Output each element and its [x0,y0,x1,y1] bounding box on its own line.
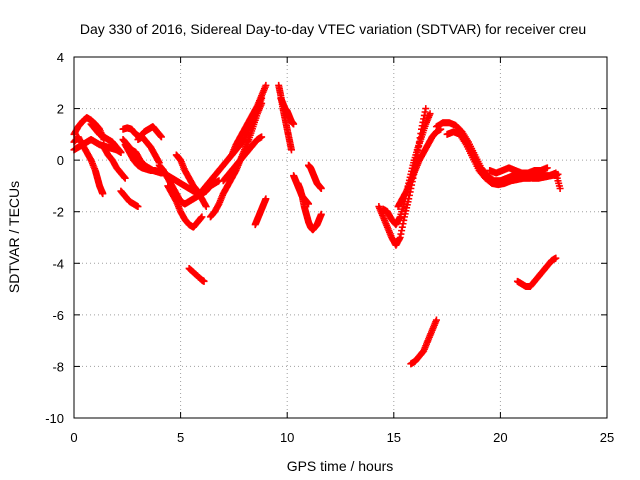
grid [74,57,607,418]
data-point [262,81,270,89]
x-tick-label: 5 [177,430,184,445]
data-point [432,316,440,324]
data-point [157,133,165,141]
data-point [134,203,142,211]
data-point [202,203,210,211]
x-axis-label: GPS time / hours [287,458,394,474]
data-point [99,190,107,198]
data-point [200,277,208,285]
data-point [290,120,298,128]
x-tick-label: 0 [70,430,77,445]
data-point [552,254,560,262]
data-point [556,185,564,193]
axis-ticks: 0 5 10 15 20 25 -10 -8 -6 -4 -2 0 2 4 [45,50,614,445]
plot-frame [73,56,608,419]
y-tick-label: 2 [57,102,64,117]
x-tick-label: 15 [387,430,401,445]
y-tick-label: -8 [52,359,64,374]
x-tick-label: 20 [493,430,507,445]
y-axis-label: SDTVAR / TECUs [6,181,22,293]
y-tick-label: -2 [52,205,64,220]
data-point [305,200,313,208]
y-tick-label: 4 [57,50,64,65]
data-point [426,110,434,118]
y-tick-label: -6 [52,308,64,323]
data-point [262,195,270,203]
data-point [121,174,129,182]
data-point [198,213,206,221]
y-tick-label: 0 [57,153,64,168]
data-point [422,105,430,113]
data-point [317,210,325,218]
data-point [287,146,295,154]
x-tick-label: 25 [600,430,614,445]
data-point [543,164,551,172]
data-point [317,185,325,193]
x-tick-label: 10 [280,430,294,445]
y-tick-label: -4 [52,256,64,271]
data-point [117,148,125,156]
data-point [258,133,266,141]
y-tick-label: -10 [45,411,64,426]
chart-title: Day 330 of 2016, Sidereal Day-to-day VTE… [80,21,586,37]
data-points [70,81,564,368]
